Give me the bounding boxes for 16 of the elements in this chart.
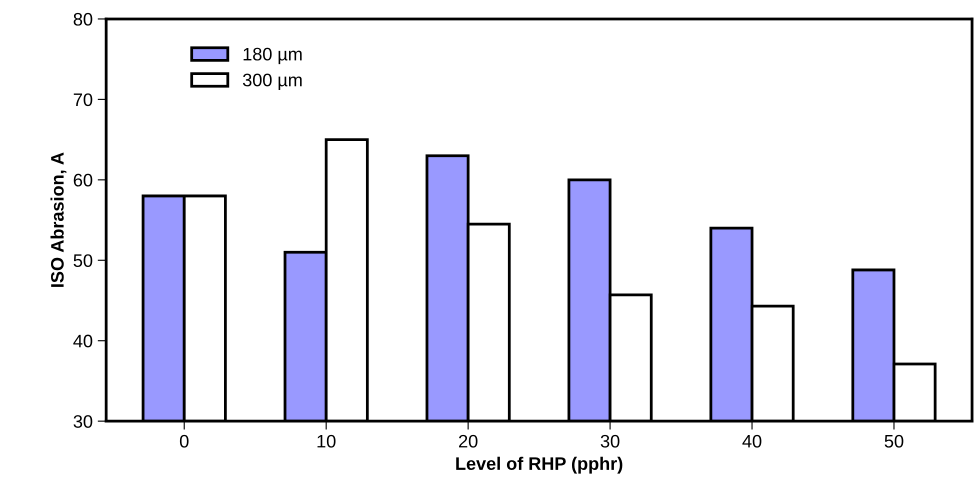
x-tick-label: 50	[884, 434, 904, 448]
y-tick-label: 40	[73, 334, 92, 348]
y-tick-label: 30	[74, 415, 92, 428]
x-tick-label: 40	[742, 434, 762, 448]
x-axis-title: Level of RHP (pphr)	[456, 456, 622, 474]
y-tick-label: 50	[74, 254, 92, 267]
x-tick-label: 10	[318, 434, 336, 448]
legend-label: 180 µm	[244, 48, 302, 64]
y-tick-label: 80	[74, 12, 92, 26]
x-tick-label: 20	[459, 434, 478, 448]
y-tick-label: 60	[74, 174, 92, 187]
y-axis-title: ISO Abrasion, A	[50, 152, 66, 287]
x-tick-label: 0	[180, 434, 189, 448]
x-tick-label: 30	[600, 434, 620, 448]
legend-label: 300 µm	[242, 74, 302, 90]
y-tick-label: 70	[74, 93, 92, 106]
